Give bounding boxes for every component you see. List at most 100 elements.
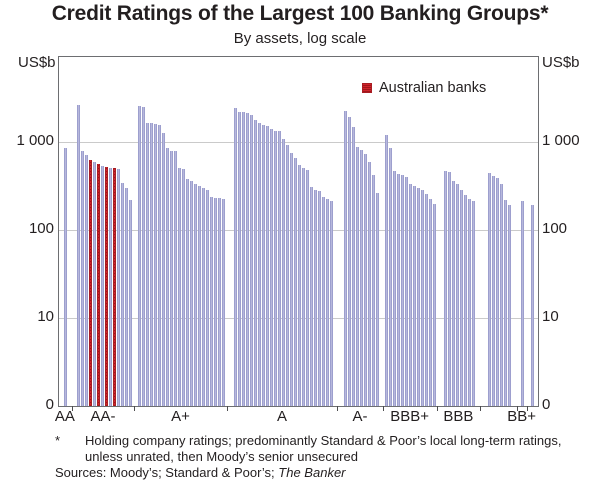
bank-bar bbox=[265, 126, 269, 406]
bank-bar bbox=[76, 104, 80, 406]
bank-bar bbox=[186, 179, 189, 406]
bank-bar bbox=[329, 201, 333, 406]
gridline-1000 bbox=[59, 142, 538, 143]
bank-bar bbox=[124, 188, 128, 406]
bank-bar bbox=[222, 198, 225, 406]
bank-bar bbox=[355, 146, 359, 406]
bank-bar bbox=[321, 196, 325, 406]
bank-bar bbox=[249, 114, 253, 406]
legend: Australian banks bbox=[362, 80, 486, 96]
bank-bar bbox=[233, 107, 237, 406]
bank-bar bbox=[521, 200, 525, 406]
y-axis-label-right-1000: 1 000 bbox=[542, 132, 580, 149]
bank-bar bbox=[190, 181, 193, 406]
bank-bar bbox=[273, 130, 277, 406]
bank-bar bbox=[401, 175, 405, 406]
bank-bar bbox=[150, 123, 153, 406]
x-axis-label-BBB+: BBB+ bbox=[390, 408, 430, 425]
bank-bar bbox=[507, 205, 511, 406]
bank-bar bbox=[301, 167, 305, 406]
bank-bar bbox=[375, 193, 379, 406]
bank-bar bbox=[531, 205, 535, 406]
x-axis-label-A: A bbox=[276, 408, 288, 425]
bank-bar bbox=[317, 190, 321, 406]
footnote-line1: Holding company ratings; predominantly S… bbox=[85, 433, 516, 448]
bank-bar bbox=[100, 165, 104, 406]
x-axis-tick bbox=[226, 406, 228, 411]
bank-bar bbox=[158, 124, 161, 406]
y-axis-label-right-0: 0 bbox=[542, 396, 551, 413]
bank-bar bbox=[405, 177, 409, 406]
bank-bar bbox=[64, 148, 68, 406]
bank-bar bbox=[84, 154, 88, 406]
bank-bar bbox=[206, 189, 209, 406]
bank-bar bbox=[202, 188, 205, 406]
bank-bar bbox=[297, 165, 301, 406]
sources-line: Sources: Moody’s; Standard & Poor’s; The… bbox=[55, 465, 346, 481]
bank-bar bbox=[92, 161, 96, 406]
bank-bar bbox=[343, 111, 347, 406]
bank-bar bbox=[413, 186, 417, 406]
bank-bar bbox=[170, 151, 173, 406]
y-axis-unit-left: US$b bbox=[18, 54, 56, 71]
bank-bar bbox=[285, 144, 289, 406]
x-axis-tick bbox=[337, 406, 339, 411]
legend-label: Australian banks bbox=[379, 80, 487, 96]
footnote-text: Holding company ratings; predominantly S… bbox=[85, 433, 575, 465]
bank-bar bbox=[443, 171, 447, 406]
bank-bar bbox=[363, 153, 367, 406]
bank-bar bbox=[277, 131, 281, 406]
bank-bar bbox=[499, 184, 503, 406]
bank-bar bbox=[218, 198, 221, 406]
y-axis-label-left-10: 10 bbox=[37, 308, 54, 325]
bank-bar bbox=[325, 198, 329, 406]
bank-bar bbox=[138, 106, 141, 406]
bank-bar bbox=[495, 178, 499, 406]
bank-bar bbox=[289, 152, 293, 406]
x-axis-label-A-: A- bbox=[352, 408, 368, 425]
bank-bar bbox=[421, 189, 425, 406]
x-axis-label-AA: AA bbox=[54, 408, 75, 425]
bank-bar bbox=[451, 180, 455, 406]
bank-bar bbox=[269, 128, 273, 406]
bank-bar bbox=[409, 183, 413, 406]
bank-bar bbox=[120, 183, 124, 406]
bank-bar bbox=[214, 197, 217, 406]
footnote: * Holding company ratings; predominantly… bbox=[55, 433, 575, 465]
bank-bar bbox=[166, 147, 169, 406]
x-axis-tick bbox=[71, 406, 73, 411]
bank-bar bbox=[257, 122, 261, 406]
bank-bar bbox=[503, 199, 507, 406]
bank-bar bbox=[397, 173, 401, 406]
y-axis-unit-right: US$b bbox=[542, 54, 580, 71]
bank-bar bbox=[389, 147, 393, 406]
bank-bar bbox=[142, 107, 145, 406]
bank-bar bbox=[194, 184, 197, 406]
legend-marker-australian-banks bbox=[362, 83, 372, 93]
bank-bar bbox=[385, 134, 389, 406]
bank-bar bbox=[281, 139, 285, 406]
bank-bar bbox=[455, 184, 459, 406]
bank-bar bbox=[146, 122, 149, 406]
bank-bar bbox=[459, 189, 463, 406]
x-axis-tick bbox=[134, 406, 136, 411]
bank-bar bbox=[491, 176, 495, 406]
bank-bar bbox=[293, 157, 297, 406]
australian-bank-bar bbox=[112, 168, 116, 406]
bank-bar bbox=[154, 123, 157, 406]
bank-bar bbox=[178, 167, 181, 406]
chart-subtitle: By assets, log scale bbox=[233, 30, 367, 47]
bank-bar bbox=[429, 199, 433, 406]
bank-bar bbox=[487, 172, 491, 406]
x-axis-tick bbox=[382, 406, 384, 411]
bank-bar bbox=[162, 132, 165, 406]
x-axis-label-AA-: AA- bbox=[90, 408, 116, 425]
x-axis-tick bbox=[516, 406, 518, 411]
chart-title: Credit Ratings of the Largest 100 Bankin… bbox=[51, 2, 549, 25]
bank-bar bbox=[393, 171, 397, 406]
bank-bar bbox=[417, 188, 421, 406]
bank-bar bbox=[108, 167, 112, 406]
bank-bar bbox=[309, 187, 313, 406]
bank-bar bbox=[80, 151, 84, 406]
